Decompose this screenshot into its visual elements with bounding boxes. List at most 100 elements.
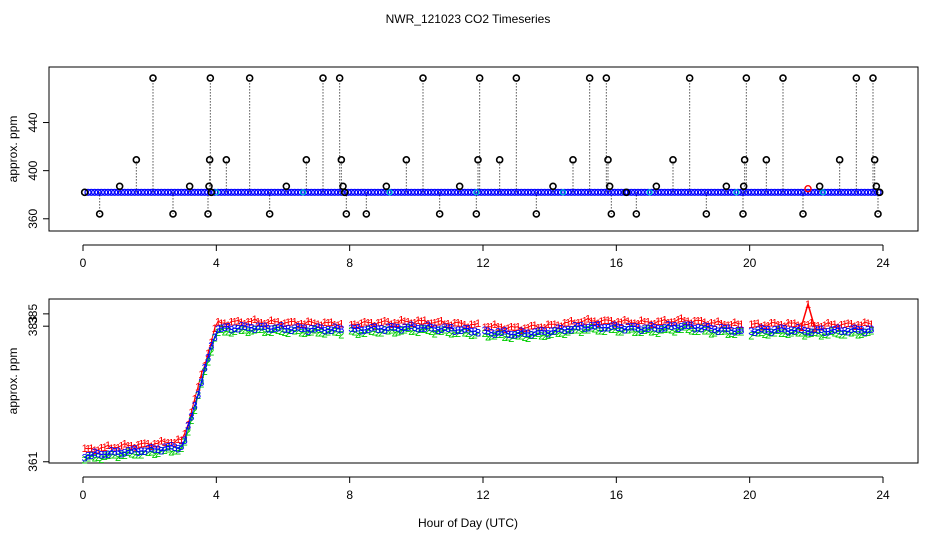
- bottom-series-1-point: 1: [715, 316, 721, 328]
- bottom-series-3-point: 3: [488, 328, 494, 340]
- top-baseline-point: [497, 188, 505, 196]
- bottom-series-1-point: 1: [175, 434, 181, 446]
- bottom-series-2-point: 2: [722, 326, 728, 338]
- bottom-series-1-point: 1: [325, 318, 331, 330]
- bottom-series-2-point: 2: [528, 330, 534, 342]
- bottom-series-1-point: 1: [418, 316, 424, 328]
- bottom-series-2-point: 2: [412, 325, 418, 337]
- top-outlier-point: [222, 156, 231, 164]
- top-baseline-cyan-point: [299, 189, 307, 196]
- top-baseline-point: [681, 188, 689, 196]
- bottom-series-2-point: 2: [575, 324, 581, 336]
- bottom-series-1-point: 1: [535, 323, 541, 335]
- top-baseline-point: [717, 188, 725, 196]
- bottom-series-2-point: 2: [292, 326, 298, 338]
- top-baseline-point: [401, 188, 409, 196]
- bottom-series-3-point: 3: [88, 450, 94, 462]
- bottom-ylabel: approx. ppm: [6, 348, 20, 415]
- bottom-series-2-point: 2: [88, 451, 94, 463]
- bottom-series-2-point: 2: [452, 328, 458, 340]
- top-baseline-point: [861, 188, 869, 196]
- top-baseline-point: [137, 188, 145, 196]
- bottom-series-3-point: 3: [322, 326, 328, 338]
- bottom-series-1-point: 1: [355, 320, 361, 332]
- bottom-series-1-point: 1: [488, 322, 494, 334]
- bottom-series-2-point: 2: [492, 330, 498, 342]
- bottom-series-3-point: 3: [718, 323, 724, 335]
- bottom-series-3-point: 3: [715, 326, 721, 338]
- bottom-series-1-point: 1: [402, 316, 408, 328]
- bottom-series-3-point: 3: [815, 325, 821, 337]
- bottom-series-1-point: 1: [315, 319, 321, 331]
- bottom-series-1-point: 1: [615, 317, 621, 329]
- bottom-series-2-point: 2: [365, 324, 371, 336]
- bottom-series-3-point: 3: [485, 326, 491, 338]
- bottom-series-2-point: 2: [675, 324, 681, 336]
- bottom-series-3-point: 3: [798, 324, 804, 336]
- bottom-series-1-point: 1: [802, 319, 808, 331]
- bottom-series-2-point: 2: [105, 450, 111, 462]
- bottom-series-3-point: 3: [155, 444, 161, 456]
- bottom-series-3-point: 3: [462, 323, 468, 335]
- bottom-series-3-point: 3: [285, 324, 291, 336]
- bottom-series-2-point: 2: [862, 328, 868, 340]
- bottom-series-2-point: 2: [228, 327, 234, 339]
- bottom-series-3-point: 3: [788, 325, 794, 337]
- bottom-series-3-point: 3: [865, 324, 871, 336]
- top-baseline-point: [664, 188, 672, 196]
- bottom-series-1-point: 1: [678, 313, 684, 325]
- top-baseline-point: [97, 188, 105, 196]
- bottom-series-3-point: 3: [388, 321, 394, 333]
- bottom-series-2-point: 2: [712, 327, 718, 339]
- bottom-series-2-point: 2: [215, 327, 221, 339]
- bottom-y-tick-label: 383: [26, 316, 40, 336]
- bottom-series-3-point: 3: [565, 324, 571, 336]
- bottom-series-2-point: 2: [295, 325, 301, 337]
- top-baseline-point: [131, 188, 139, 196]
- top-baseline-point: [311, 188, 319, 196]
- bottom-series-1-point: 1: [482, 322, 488, 334]
- bottom-series-3-point: 3: [845, 327, 851, 339]
- top-baseline-point: [127, 188, 135, 196]
- top-baseline-cyan-point: [733, 189, 740, 196]
- bottom-series-2-point: 2: [538, 331, 544, 343]
- bottom-series-3-point: 3: [502, 326, 508, 338]
- top-panel-frame: [48, 66, 919, 232]
- bottom-series-2-point: 2: [385, 325, 391, 337]
- top-baseline-point: [611, 188, 619, 196]
- bottom-series-3-point: 3: [85, 450, 91, 462]
- bottom-series-3-point: 3: [732, 327, 738, 339]
- bottom-series-1-point: 1: [782, 321, 788, 333]
- bottom-series-2-point: 2: [662, 324, 668, 336]
- bottom-series-3-point: 3: [508, 329, 514, 341]
- bottom-series-1-point: 1: [795, 320, 801, 332]
- top-baseline-point: [104, 188, 112, 196]
- bottom-series-1-point: 1: [178, 435, 184, 447]
- bottom-series-1-point: 1: [288, 316, 294, 328]
- top-outlier-point: [685, 74, 694, 82]
- bottom-series-3-point: 3: [438, 324, 444, 336]
- bottom-series-3-point: 3: [648, 321, 654, 333]
- top-outlier-point: [402, 156, 411, 164]
- top-outlier-point: [419, 74, 427, 82]
- bottom-series-1-point: 1: [542, 323, 548, 335]
- top-baseline-cyan-point: [473, 189, 480, 196]
- bottom-series-3-point: 3: [158, 445, 164, 457]
- bottom-series-1-point: 1: [645, 317, 651, 329]
- top-outlier-point: [874, 210, 882, 218]
- bottom-series-1-point: 1: [858, 320, 864, 332]
- bottom-series-3-point: 3: [722, 323, 728, 335]
- bottom-series-1-point: 1: [512, 322, 518, 334]
- bottom-series-3-point: 3: [398, 325, 404, 337]
- bottom-series-2-point: 2: [602, 326, 608, 338]
- bottom-series-1-point: 1: [332, 320, 338, 332]
- bottom-series-1-point: 1: [455, 317, 461, 329]
- top-baseline-point: [501, 188, 509, 196]
- top-baseline-cyan-point: [819, 189, 827, 196]
- top-baseline-point: [667, 188, 675, 196]
- bottom-series-1-point: 1: [818, 321, 824, 333]
- top-baseline-point: [327, 188, 335, 196]
- top-baseline-point: [804, 188, 812, 196]
- bottom-series-3-point: 3: [292, 323, 298, 335]
- top-baseline-point: [251, 188, 259, 196]
